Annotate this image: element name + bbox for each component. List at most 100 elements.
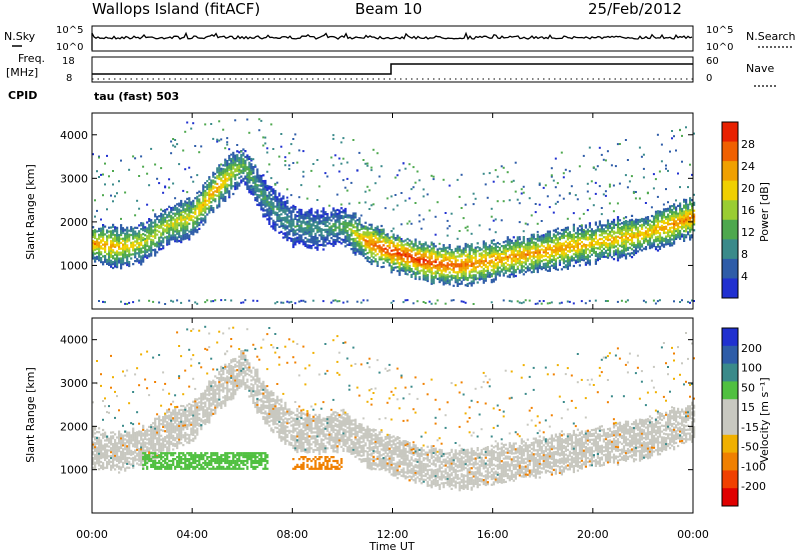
power-cell bbox=[310, 169, 313, 172]
power-cell bbox=[438, 269, 441, 272]
power-cell bbox=[364, 253, 367, 256]
power-cell bbox=[136, 246, 139, 249]
power-cell bbox=[366, 244, 369, 247]
power-cell bbox=[544, 246, 547, 250]
power-cell bbox=[624, 239, 628, 242]
power-cell bbox=[378, 230, 381, 234]
power-cell bbox=[420, 263, 423, 266]
power-cell bbox=[300, 230, 303, 233]
power-cell bbox=[616, 249, 620, 252]
power-cell bbox=[434, 260, 437, 264]
power-cell bbox=[586, 258, 589, 261]
power-cell bbox=[272, 202, 275, 205]
power-cell bbox=[304, 236, 307, 240]
power-cell bbox=[498, 254, 501, 258]
power-cell bbox=[468, 245, 471, 248]
power-cell bbox=[344, 209, 347, 213]
velocity-cell bbox=[96, 456, 99, 459]
power-cell bbox=[116, 234, 119, 237]
power-cell bbox=[98, 243, 101, 246]
power-cell bbox=[112, 225, 115, 228]
power-cell bbox=[332, 209, 335, 212]
power-cell bbox=[683, 210, 686, 213]
freq-trace bbox=[92, 63, 693, 75]
power-cell bbox=[340, 214, 343, 218]
power-cell bbox=[340, 162, 343, 165]
power-cell bbox=[508, 273, 511, 277]
power-cell bbox=[322, 219, 325, 222]
power-cell bbox=[624, 233, 628, 236]
power-cell bbox=[514, 190, 517, 193]
power-cell bbox=[286, 199, 289, 202]
power-cell bbox=[318, 226, 321, 229]
power-cell bbox=[634, 222, 638, 225]
power-cell bbox=[530, 263, 533, 266]
power-cell bbox=[584, 230, 587, 233]
power-cell bbox=[687, 217, 690, 220]
power-cell bbox=[681, 215, 684, 218]
power-cell bbox=[494, 276, 497, 279]
power-cell bbox=[292, 240, 295, 243]
power-cell bbox=[608, 254, 612, 257]
power-cell bbox=[300, 238, 303, 241]
power-cell bbox=[442, 273, 445, 276]
power-cell bbox=[394, 248, 397, 251]
power-cell bbox=[590, 230, 593, 233]
power-cell bbox=[422, 247, 425, 250]
power-cell bbox=[644, 248, 648, 251]
power-cell bbox=[328, 218, 331, 221]
power-cell bbox=[636, 218, 640, 222]
power-cell bbox=[140, 247, 143, 250]
power-cell bbox=[510, 265, 513, 268]
power-cell bbox=[550, 301, 553, 304]
power-cell bbox=[108, 250, 111, 253]
power-cell bbox=[586, 248, 589, 251]
power-cell bbox=[174, 145, 177, 148]
power-cell bbox=[112, 233, 115, 236]
power-cell bbox=[364, 257, 367, 260]
power-cell bbox=[576, 227, 579, 230]
power-cell bbox=[466, 255, 469, 258]
power-cell bbox=[182, 149, 185, 152]
power-cell bbox=[484, 277, 487, 280]
power-cell bbox=[102, 231, 105, 234]
power-cell bbox=[292, 244, 295, 247]
power-cell bbox=[562, 242, 565, 245]
power-cell bbox=[622, 240, 626, 243]
beam-title: Beam 10 bbox=[355, 0, 422, 18]
power-cell bbox=[687, 203, 690, 206]
power-cell bbox=[392, 249, 395, 252]
power-cell bbox=[240, 165, 243, 168]
velocity-cell bbox=[94, 455, 97, 458]
power-cell bbox=[132, 227, 135, 230]
power-cell bbox=[564, 248, 567, 251]
power-cell bbox=[280, 209, 283, 212]
power-cell bbox=[94, 240, 97, 243]
power-cell bbox=[148, 237, 151, 240]
power-cell bbox=[144, 228, 147, 231]
power-cell bbox=[322, 300, 325, 303]
power-cell bbox=[138, 232, 141, 235]
power-cell bbox=[262, 189, 265, 192]
power-cell bbox=[160, 234, 163, 237]
power-cell bbox=[416, 272, 419, 275]
power-cell bbox=[256, 188, 259, 191]
power-cell bbox=[584, 246, 587, 249]
power-cell bbox=[667, 221, 670, 224]
power-cell bbox=[662, 210, 666, 213]
power-cell bbox=[426, 270, 429, 273]
power-cell bbox=[246, 187, 249, 190]
power-cell bbox=[470, 255, 473, 258]
power-cell bbox=[318, 240, 321, 243]
power-cell bbox=[502, 241, 505, 244]
power-cell bbox=[677, 214, 680, 217]
power-cell bbox=[528, 251, 531, 254]
power-cell bbox=[594, 192, 597, 195]
power-cell bbox=[454, 247, 457, 250]
power-cell bbox=[392, 260, 395, 264]
power-cell bbox=[564, 266, 567, 269]
power-cell bbox=[304, 213, 307, 216]
power-cell bbox=[94, 256, 97, 259]
power-cell bbox=[406, 267, 409, 270]
power-cell bbox=[510, 263, 513, 266]
